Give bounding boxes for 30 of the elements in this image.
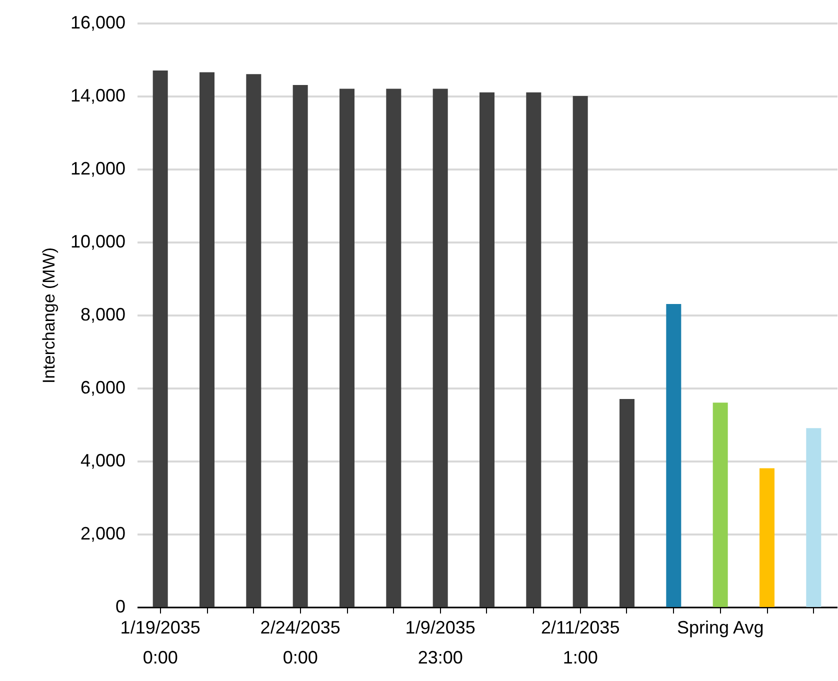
y-tick-label: 0	[115, 596, 126, 616]
bar	[806, 428, 822, 607]
x-tick-label: Spring Avg	[676, 618, 764, 638]
bar	[386, 88, 402, 607]
y-tick-label: 2,000	[80, 524, 126, 544]
bar	[526, 92, 542, 607]
bar	[152, 70, 168, 607]
bar	[572, 96, 588, 607]
bar	[666, 304, 682, 607]
bar	[292, 85, 308, 607]
bar	[760, 468, 774, 607]
y-tick-label: 4,000	[80, 450, 126, 470]
y-tick-label: 6,000	[80, 378, 126, 398]
x-tick-label: 1/19/2035 0:00	[120, 618, 200, 668]
y-tick-label: 16,000	[70, 12, 126, 32]
x-tick-label: 2/11/2035 1:00	[540, 618, 620, 668]
y-tick-label: 12,000	[70, 158, 126, 178]
y-tick-label: 8,000	[80, 304, 126, 324]
bar	[712, 402, 728, 607]
y-tick-label: 10,000	[70, 232, 126, 252]
bar	[620, 398, 634, 607]
bar	[340, 88, 354, 607]
bar	[480, 92, 494, 607]
y-tick-label: 14,000	[70, 86, 126, 106]
bar	[200, 72, 214, 607]
bar	[432, 88, 448, 607]
bar	[246, 74, 262, 607]
y-axis-title: Interchange (MW)	[39, 247, 58, 384]
x-tick-label: 1/9/2035 23:00	[405, 618, 476, 668]
x-tick-label: 2/24/2035 0:00	[260, 618, 340, 668]
